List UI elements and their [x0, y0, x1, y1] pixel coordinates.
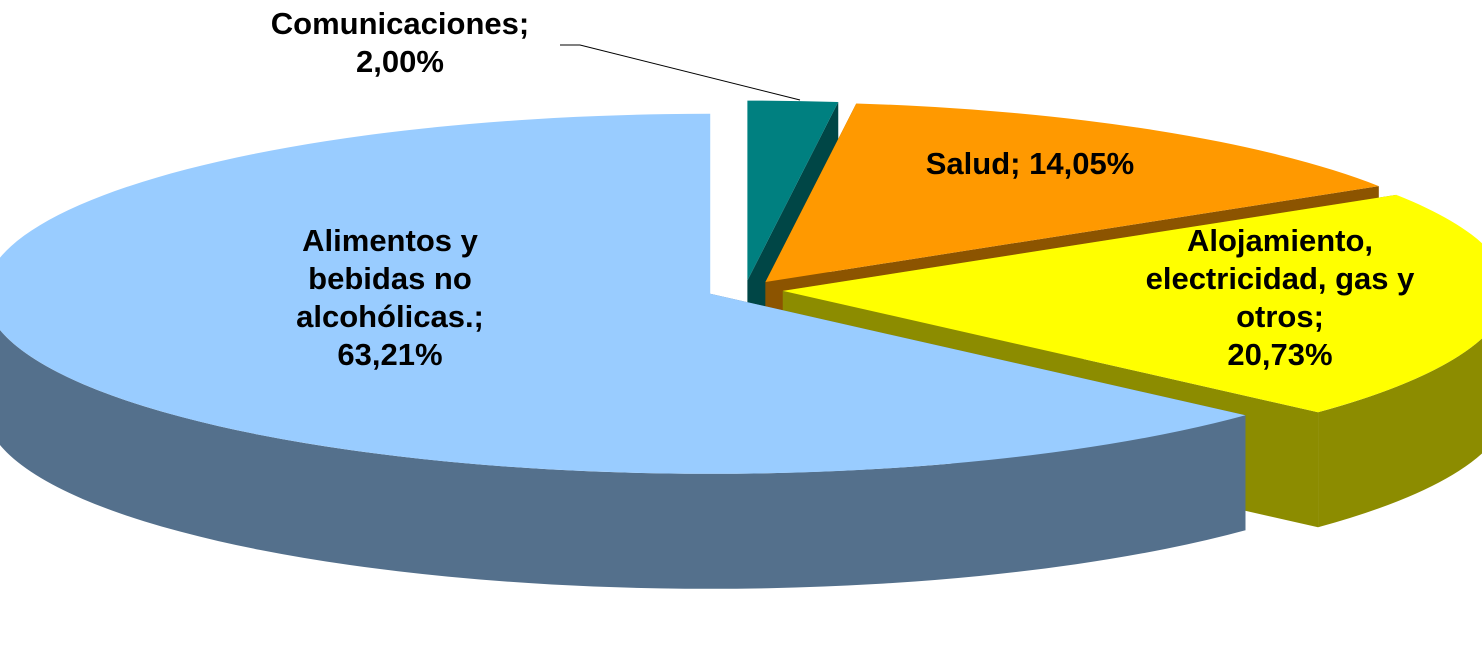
slice: [747, 100, 839, 281]
leader-line: [560, 44, 801, 101]
data-label: Comunicaciones; 2,00%: [230, 5, 570, 81]
slice: [765, 103, 1379, 283]
label-category: Alojamiento, electricidad, gas y otros;: [1145, 223, 1415, 334]
data-label: Salud; 14,05%: [860, 145, 1200, 183]
label-category: Salud;: [925, 146, 1021, 181]
data-label: Alimentos y bebidas no alcohólicas.; 63,2…: [255, 222, 525, 374]
label-value: 2,00%: [356, 44, 444, 79]
slice-wall: [1318, 338, 1482, 528]
label-value: 14,05%: [1029, 146, 1135, 181]
data-label: Alojamiento, electricidad, gas y otros; 2…: [1130, 222, 1430, 374]
label-category: Alimentos y bebidas no alcohólicas.;: [296, 223, 484, 334]
slice-wall: [0, 329, 1246, 589]
label-value: 20,73%: [1227, 337, 1333, 372]
label-value: 63,21%: [337, 337, 443, 372]
slice: [0, 113, 1246, 474]
slice: [782, 194, 1482, 413]
label-category: Comunicaciones;: [270, 6, 530, 41]
